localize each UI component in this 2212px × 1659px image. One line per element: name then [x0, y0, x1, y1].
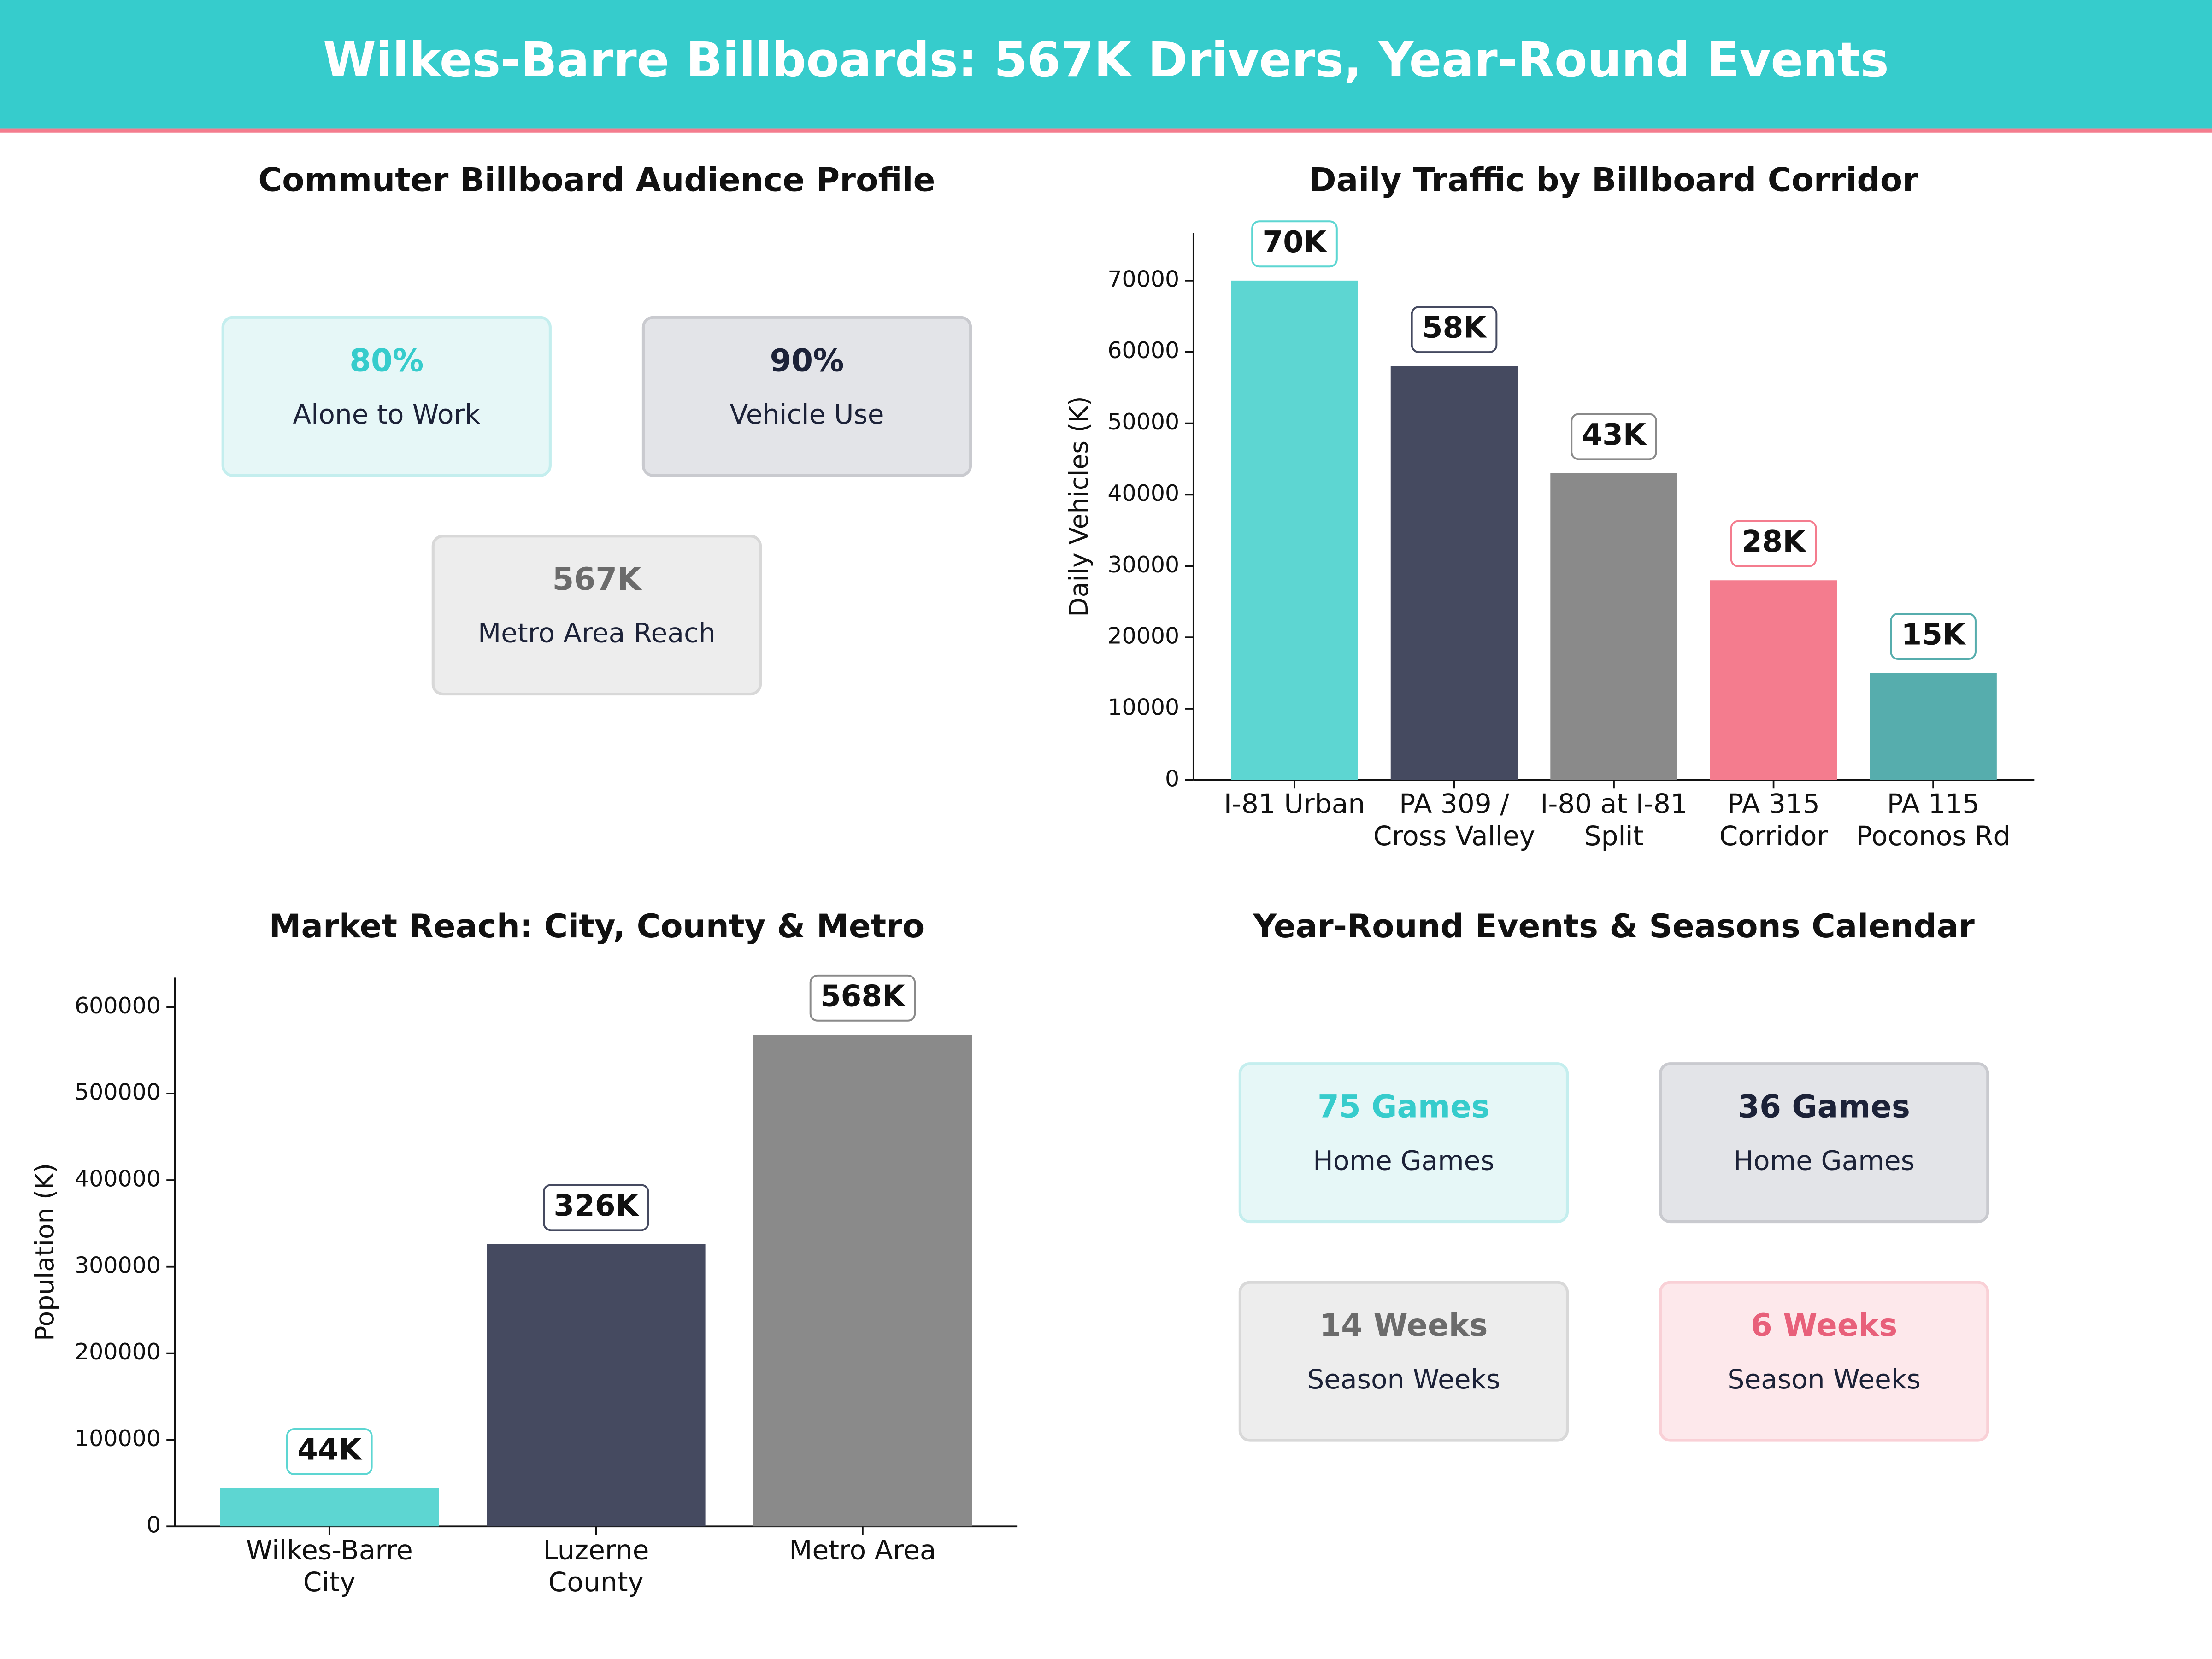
y-axis-label: Daily Vehicles (K) [1064, 396, 1094, 617]
card [221, 316, 552, 477]
header-rule [0, 128, 2212, 133]
panel-title: Market Reach: City, County & Metro [269, 907, 924, 945]
card [1659, 1062, 1989, 1224]
header-band [0, 0, 2212, 129]
y-tick-label: 300000 [75, 1252, 161, 1278]
card-value: 90% [770, 342, 844, 378]
x-tick-label: I-81 Urban [1224, 788, 1365, 819]
y-tick-label: 500000 [75, 1079, 161, 1106]
y-tick-label: 20000 [1107, 623, 1179, 649]
card [641, 316, 972, 477]
bar [487, 1244, 706, 1527]
x-tick-label: PA 315 Corridor [1719, 788, 1828, 852]
card [1659, 1281, 1989, 1442]
value-label-box [1251, 220, 1338, 268]
card-value: 80% [349, 342, 424, 378]
y-tick-label: 10000 [1107, 694, 1179, 721]
value-label-box [543, 1184, 649, 1231]
value-label-box [809, 974, 916, 1022]
y-tick-label: 0 [1165, 765, 1179, 792]
card-value: 14 Weeks [1319, 1307, 1488, 1343]
bar [220, 1488, 439, 1527]
y-tick-label: 0 [147, 1512, 161, 1538]
card [431, 535, 762, 696]
card-value: 567K [553, 561, 643, 597]
panel-title: Daily Traffic by Billboard Corridor [1309, 161, 1918, 199]
card-label: Alone to Work [293, 399, 480, 430]
card-label: Vehicle Use [729, 399, 884, 430]
x-tick-label: Luzerne County [543, 1534, 649, 1598]
card [1238, 1062, 1569, 1224]
x-tick-label: I-80 at I-81 Split [1540, 788, 1688, 852]
value-label: 58K [1422, 311, 1487, 345]
value-label: 28K [1741, 524, 1806, 559]
card-value: 36 Games [1738, 1088, 1910, 1125]
y-tick-label: 50000 [1107, 409, 1179, 435]
x-tick-label: Metro Area [789, 1534, 936, 1565]
bar [1390, 366, 1518, 780]
value-label: 70K [1262, 225, 1327, 259]
card-label: Home Games [1313, 1145, 1494, 1177]
x-tick-label: PA 309 /Cross Valley [1373, 788, 1535, 852]
y-axis-label: Population (K) [30, 1163, 59, 1341]
x-tick-label: Wilkes-Barre City [246, 1534, 413, 1598]
bar [1550, 473, 1677, 780]
value-label: 15K [1901, 618, 1966, 652]
value-label: 326K [553, 1188, 639, 1223]
card-label: Season Weeks [1307, 1364, 1500, 1395]
value-label: 43K [1582, 418, 1647, 452]
value-label-box [1730, 520, 1817, 567]
card-label: Season Weeks [1728, 1364, 1921, 1395]
y-tick-label: 30000 [1107, 552, 1179, 578]
y-tick-label: 400000 [75, 1165, 161, 1192]
y-tick-label: 70000 [1107, 266, 1179, 292]
card [1238, 1281, 1569, 1442]
value-label: 568K [820, 979, 906, 1013]
bar [1231, 280, 1358, 780]
y-tick-label: 40000 [1107, 480, 1179, 506]
panel-title: Commuter Billboard Audience Profile [258, 161, 935, 199]
value-label-box [1571, 413, 1657, 460]
y-tick-label: 600000 [75, 993, 161, 1019]
y-tick-label: 200000 [75, 1339, 161, 1365]
bar [1710, 580, 1837, 780]
value-label-box [1411, 306, 1498, 353]
y-tick-label: 100000 [75, 1425, 161, 1452]
bar [1870, 673, 1997, 780]
card-value: 75 Games [1318, 1088, 1490, 1125]
value-label: 44K [297, 1433, 362, 1467]
value-label-box [286, 1428, 373, 1475]
panel-title: Year-Round Events & Seasons Calendar [1253, 907, 1975, 945]
card-label: Home Games [1733, 1145, 1915, 1177]
value-label-box [1890, 613, 1977, 660]
y-tick-label: 60000 [1107, 337, 1179, 364]
card-label: Metro Area Reach [478, 618, 716, 649]
bar [753, 1035, 972, 1527]
card-value: 6 Weeks [1751, 1307, 1897, 1343]
x-tick-label: PA 115 Poconos Rd [1856, 788, 2011, 852]
page-title: Wilkes-Barre Billboards: 567K Drivers, Y… [323, 32, 1889, 88]
